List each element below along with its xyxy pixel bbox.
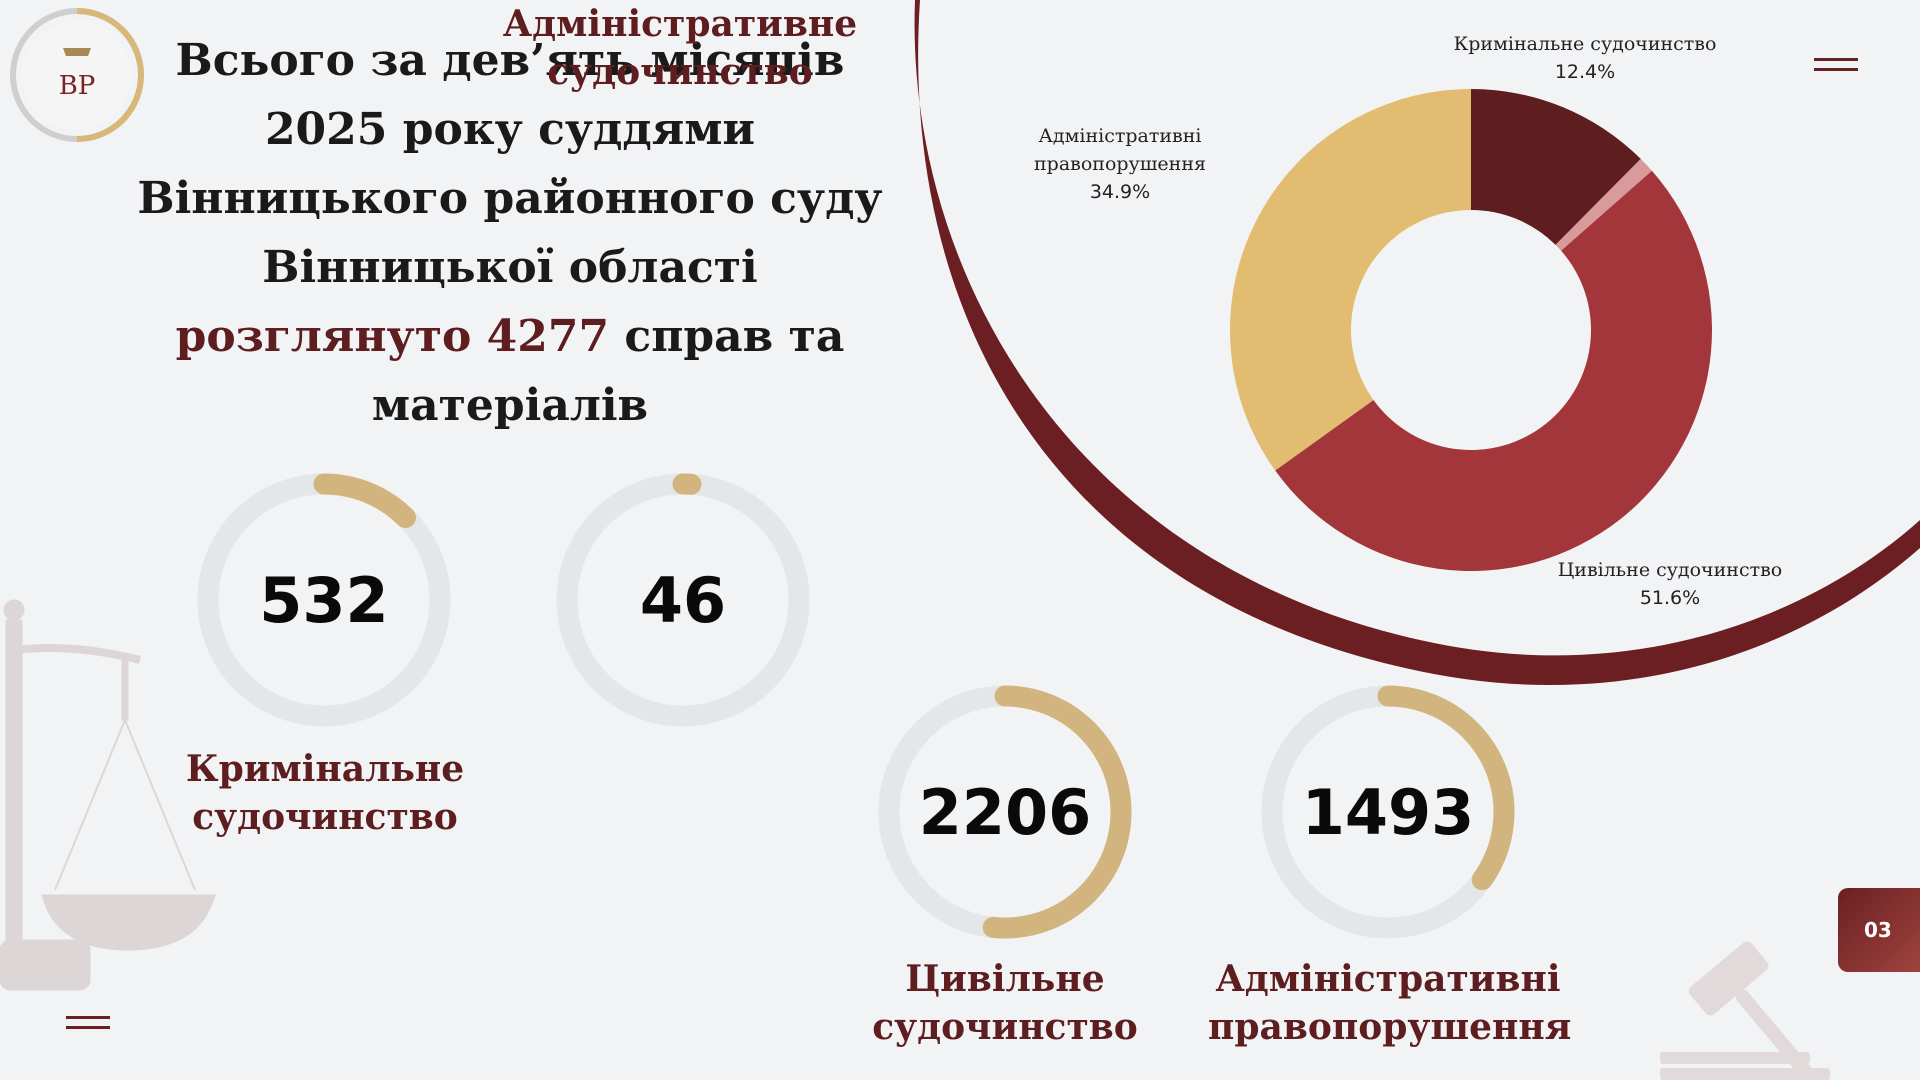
donut-label-admin-offences-pct: 34.9% <box>1089 181 1151 203</box>
stat-admin-offences-caption-1: Адміністративні <box>1215 958 1561 1000</box>
donut-slice-civil <box>1275 170 1712 571</box>
stat-admin-offences: 1493 <box>1258 682 1518 942</box>
donut-label-criminal-name: Кримінальне судочинство <box>1453 33 1717 55</box>
stat-admin-offences-value: 1493 <box>1301 775 1475 849</box>
donut-label-criminal-pct: 12.4% <box>1554 61 1616 83</box>
title-line-3: Вінницького районного суду <box>137 173 883 224</box>
court-logo: ВР <box>10 8 144 142</box>
ring-progress <box>878 685 1132 939</box>
donut-label-admin-offences: Адміністративні правопорушення 34.9% <box>955 122 1285 206</box>
donut-label-admin-offences-name: Адміністративні правопорушення <box>1034 125 1206 175</box>
title-line-1: Всього за дев’ять місяців <box>175 35 845 86</box>
title-line-5: розглянуто 4277 справ та <box>120 302 900 371</box>
ring-progress <box>197 473 451 727</box>
page-number-badge: 03 <box>1838 888 1920 972</box>
title-after-accent: справ та <box>609 311 845 362</box>
donut-slice-admin <box>1555 158 1652 251</box>
title-line-6: матеріалів <box>371 380 649 431</box>
ring-progress <box>556 473 810 727</box>
donut-label-civil-name: Цивільне судочинство <box>1557 559 1783 581</box>
stat-criminal-caption-1: Кримінальне <box>185 748 465 790</box>
stat-criminal-caption: Кримінальне судочинство <box>170 745 480 841</box>
donut-label-criminal: Кримінальне судочинство 12.4% <box>1440 30 1730 86</box>
donut-label-civil-pct: 51.6% <box>1639 587 1701 609</box>
stat-admin-caption-2: судочинство <box>547 51 813 93</box>
stat-civil-caption: Цивільне судочинство <box>855 955 1155 1051</box>
stat-civil-value: 2206 <box>918 775 1092 849</box>
title-line-4: Вінницької області <box>262 242 758 293</box>
title-accent: розглянуто 4277 <box>175 311 610 362</box>
stat-admin-offences-ring <box>1261 685 1515 939</box>
scales-icon <box>0 599 216 991</box>
stat-criminal-value: 532 <box>259 563 389 637</box>
title-line-2: 2025 року суддями <box>264 104 756 155</box>
stat-criminal: 532 <box>194 470 454 730</box>
ring-progress <box>1261 685 1515 939</box>
gavel-icon <box>1660 941 1830 1080</box>
stat-civil-caption-2: судочинство <box>872 1006 1138 1048</box>
menu-icon-top[interactable] <box>1814 58 1858 74</box>
stat-criminal-caption-2: судочинство <box>192 796 458 838</box>
stat-admin: 46 <box>553 470 813 730</box>
stat-admin-ring <box>556 473 810 727</box>
logo-monogram: ВР <box>59 71 96 101</box>
stat-civil-ring <box>878 685 1132 939</box>
stat-admin-offences-caption: Адміністративні правопорушення <box>1208 955 1572 1051</box>
stat-admin-offences-caption-2: правопорушення <box>1208 1006 1572 1048</box>
stat-criminal-ring <box>197 473 451 727</box>
stat-admin-value: 46 <box>639 563 727 637</box>
stat-admin-caption: Адміністративне судочинство <box>500 0 860 96</box>
donut-slice-criminal <box>1471 89 1641 245</box>
stat-civil: 2206 <box>875 682 1135 942</box>
page-title: Всього за дев’ять місяців 2025 року судд… <box>120 26 900 440</box>
donut-slice-admin-offences <box>1230 89 1471 471</box>
menu-icon-bottom[interactable] <box>66 1016 110 1032</box>
stat-admin-caption-1: Адміністративне <box>502 3 858 45</box>
donut-label-civil: Цивільне судочинство 51.6% <box>1545 556 1795 612</box>
stat-civil-caption-1: Цивільне <box>905 958 1105 1000</box>
